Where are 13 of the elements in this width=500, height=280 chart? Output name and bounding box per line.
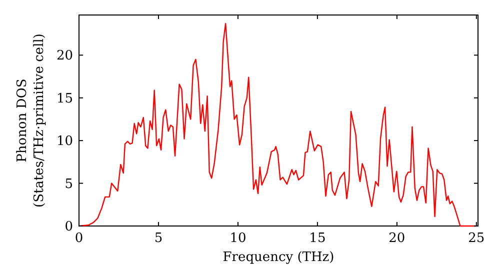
x-axis-title: Frequency (THz) [222, 250, 334, 265]
y-tick-label: 20 [56, 48, 73, 64]
x-tick-label: 20 [388, 231, 406, 246]
x-tick-label: 10 [230, 231, 246, 246]
y-tick-label: 5 [64, 176, 73, 192]
x-tick-label: 25 [468, 231, 485, 246]
y-tick-label: 15 [56, 91, 73, 106]
x-tick-label: 0 [74, 231, 84, 246]
y-axis-title: Phonon DOS (States/THz·primitive cell) [15, 33, 47, 208]
y-tick-label: 10 [56, 134, 73, 150]
y-tick-label: 0 [64, 220, 73, 235]
x-tick-label: 15 [309, 231, 326, 246]
x-tick-label: 5 [154, 231, 163, 246]
